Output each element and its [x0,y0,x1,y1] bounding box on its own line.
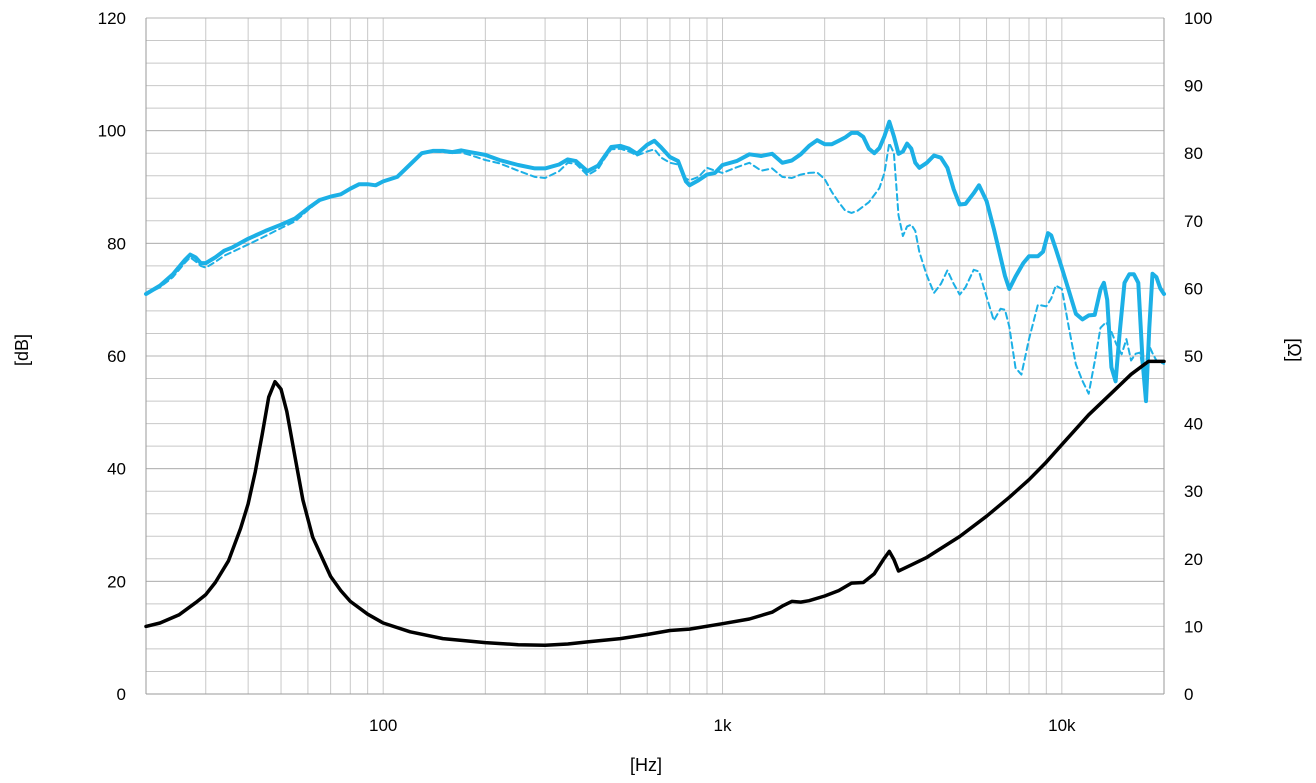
x-axis-title: [Hz] [630,755,662,775]
x-tick-label: 100 [369,716,397,735]
y-tick-label-left: 60 [107,347,126,366]
y-tick-label-right: 0 [1184,685,1193,704]
y-tick-label-right: 90 [1184,77,1203,96]
x-tick-label: 10k [1048,716,1076,735]
x-tick-label: 1k [714,716,732,735]
plot-frame [145,18,1165,695]
y-tick-label-right: 60 [1184,279,1203,298]
y-tick-label-left: 80 [107,234,126,253]
grid-lines [145,17,1165,695]
y-tick-label-right: 100 [1184,9,1212,28]
series-group [144,119,1166,648]
y-tick-label-right: 10 [1184,617,1203,636]
y-tick-label-left: 40 [107,460,126,479]
y-tick-label-right: 70 [1184,212,1203,231]
y-tick-label-left: 0 [117,685,126,704]
y-tick-label-right: 30 [1184,482,1203,501]
impedance-curve [144,359,1166,648]
y-tick-label-right: 50 [1184,347,1203,366]
y-tick-label-right: 80 [1184,144,1203,163]
y-tick-label-right: 20 [1184,550,1203,569]
y-tick-label-left: 100 [98,122,126,141]
y-tick-label-left: 20 [107,572,126,591]
y-axis-title-right: [Ω] [1284,338,1304,361]
spl-curve-dashed [145,142,1165,395]
y-tick-label-right: 40 [1184,415,1203,434]
y-tick-label-left: 120 [98,9,126,28]
tick-labels: 0 20 40 60 80 100 120 0 10 20 30 40 50 60 70 80 90 100 100… [98,9,1213,735]
spl-curve-solid [144,119,1166,404]
y-axis-title-left: [dB] [12,334,32,366]
